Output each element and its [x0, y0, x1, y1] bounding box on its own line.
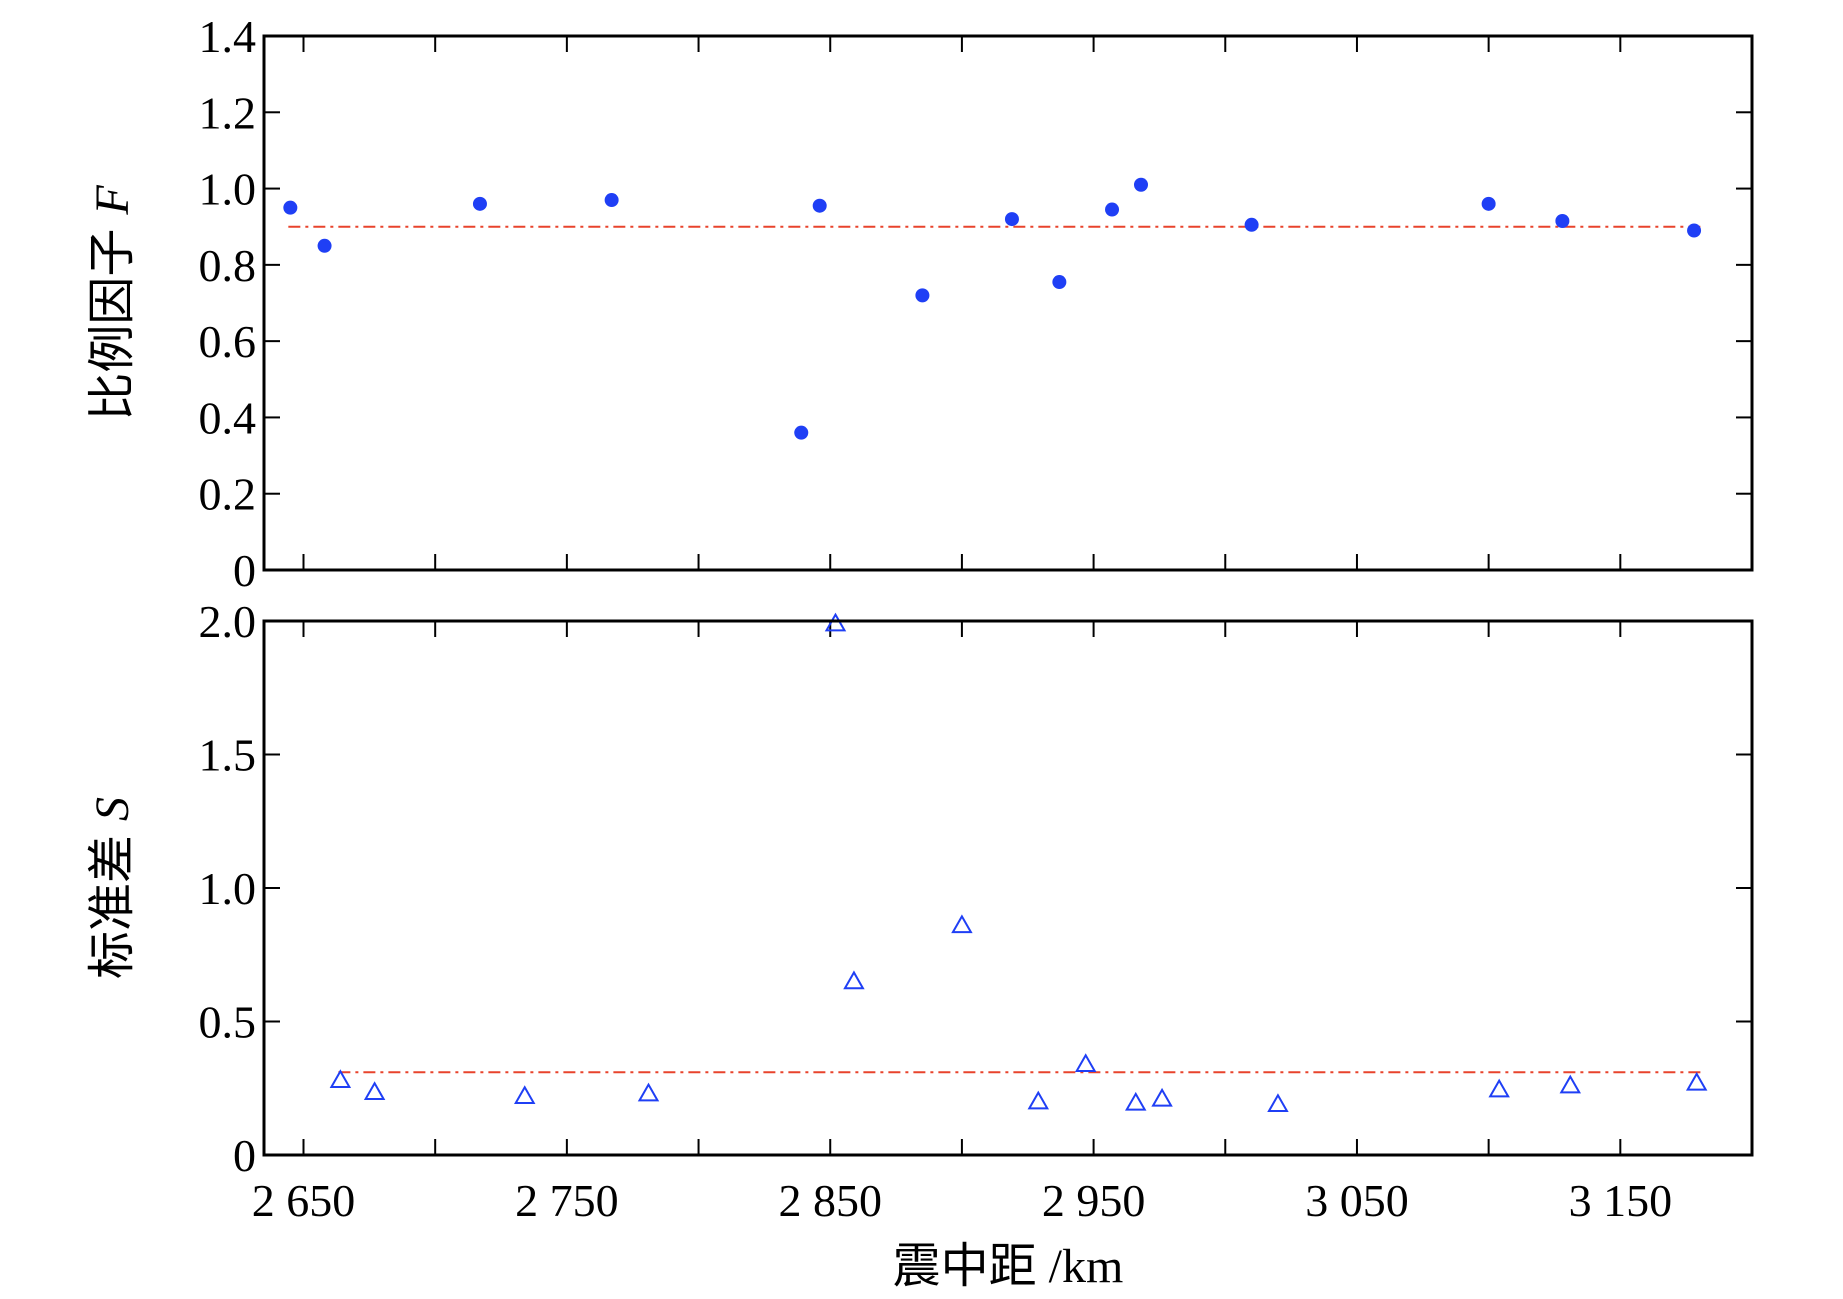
data-point: [1685, 1071, 1708, 1091]
top-ytick-label: 0: [233, 545, 256, 596]
data-point: [637, 1082, 660, 1102]
top-ytick-label: 0.4: [199, 392, 257, 443]
data-point: [1074, 1053, 1097, 1072]
bottom-y-axis-label-text: 标准差: [86, 835, 139, 979]
bottom-xtick-label: 2 950: [1042, 1175, 1146, 1226]
bottom-y-tick-labels: 0 0.5 1.0 1.5 2.0: [199, 596, 257, 1181]
data-point: [1555, 213, 1570, 228]
bottom-xtick-label: 2 850: [778, 1175, 882, 1226]
bottom-y-axis-label: 标准差 S: [86, 797, 139, 979]
data-point: [1125, 1091, 1147, 1111]
data-point: [1004, 212, 1019, 227]
data-point: [843, 970, 865, 990]
top-ytick-label: 0.6: [199, 316, 257, 367]
data-point: [1267, 1093, 1289, 1113]
top-y-axis-label: 比例因子 F: [86, 185, 139, 421]
data-point: [812, 198, 827, 213]
bottom-ytick-label: 2.0: [199, 596, 257, 647]
data-point: [1481, 196, 1496, 211]
bottom-y-axis-label-symbol: S: [86, 797, 139, 821]
data-point: [794, 425, 809, 440]
top-plot-frame: [262, 34, 1754, 572]
data-point: [363, 1081, 386, 1101]
top-ytick-label: 1.2: [199, 87, 257, 138]
bottom-x-tick-labels: 2 650 2 750 2 850 2 950 3 050 3 150: [252, 1175, 1672, 1226]
top-ytick-label: 0.2: [199, 469, 257, 520]
bottom-axis-ticks: [264, 620, 1753, 1156]
top-ytick-label: 1.4: [199, 11, 257, 62]
data-point: [472, 196, 487, 211]
bottom-ytick-label: 0.5: [199, 997, 257, 1048]
bottom-xtick-label: 3 150: [1569, 1175, 1673, 1226]
bottom-ytick-label: 1.0: [199, 863, 257, 914]
top-data-points: [283, 177, 1702, 440]
top-y-axis-label-symbol: F: [86, 185, 139, 216]
data-point: [1559, 1074, 1582, 1094]
top-panel: 0 0.2 0.4 0.6 0.8 1.0 1.2 1.4 比例因子 F: [86, 11, 1754, 596]
bottom-panel: 0 0.5 1.0 1.5 2.0 2 650 2 750 2 850 2 950 3 050 3…: [86, 596, 1754, 1293]
data-point: [824, 612, 847, 632]
data-point: [951, 914, 973, 934]
data-point: [915, 288, 930, 303]
x-axis-label: 震中距 /km: [893, 1240, 1124, 1293]
data-point: [1133, 177, 1148, 192]
bottom-xtick-label: 3 050: [1305, 1175, 1409, 1226]
data-point: [1027, 1090, 1050, 1110]
bottom-plot-frame: [262, 619, 1754, 1157]
data-point: [1105, 202, 1120, 217]
top-axis-ticks: [264, 35, 1753, 571]
data-point: [1488, 1078, 1510, 1098]
bottom-ytick-label: 1.5: [199, 730, 257, 781]
data-point: [283, 200, 298, 215]
bottom-data-points: [329, 612, 1708, 1113]
data-point: [1244, 217, 1259, 232]
top-y-axis-label-text: 比例因子: [86, 229, 139, 421]
bottom-xtick-label: 2 750: [515, 1175, 619, 1226]
bottom-ytick-label: 0: [233, 1130, 256, 1181]
top-ytick-label: 1.0: [199, 164, 257, 215]
data-point: [604, 193, 619, 208]
data-point: [1687, 223, 1702, 238]
top-ytick-label: 0.8: [199, 240, 257, 291]
data-point: [317, 238, 332, 253]
bottom-xtick-label: 2 650: [252, 1175, 356, 1226]
data-point: [329, 1069, 352, 1088]
data-point: [1151, 1087, 1173, 1107]
data-point: [514, 1085, 536, 1105]
data-point: [1052, 275, 1067, 290]
top-y-tick-labels: 0 0.2 0.4 0.6 0.8 1.0 1.2 1.4: [199, 11, 257, 596]
